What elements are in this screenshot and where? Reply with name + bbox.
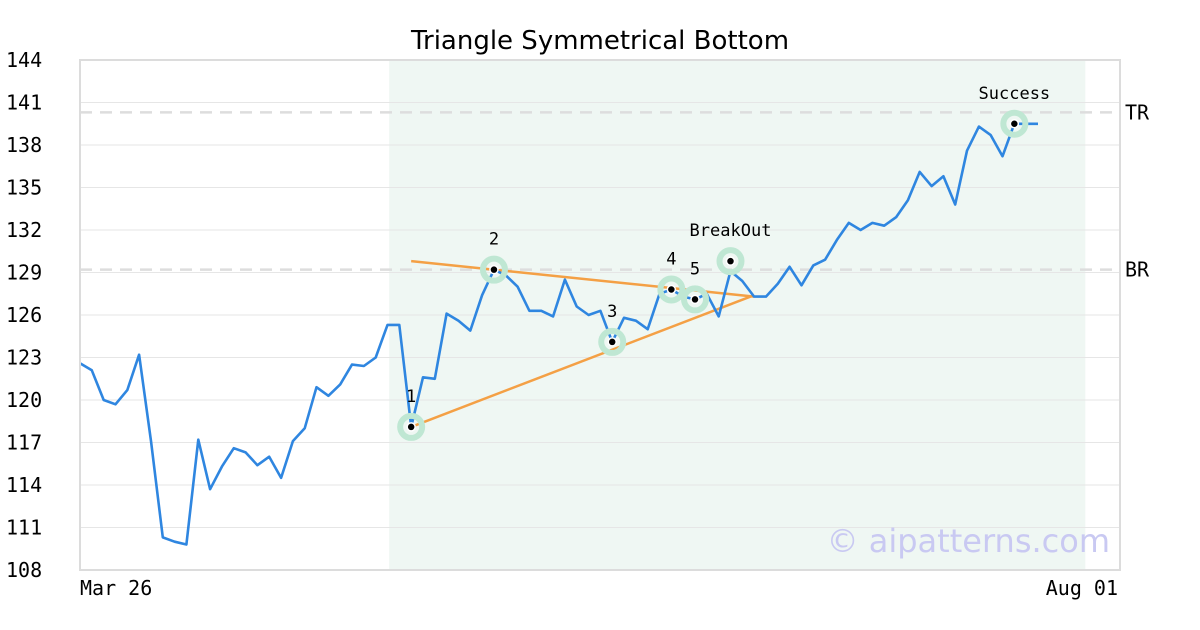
y-tick-label: 132 (6, 218, 42, 242)
x-tick-label: Mar 26 (80, 576, 152, 600)
pattern-label-3: 3 (607, 302, 617, 322)
y-tick-label: 108 (6, 558, 42, 582)
y-tick-label: 117 (6, 431, 42, 455)
pattern-point-halo-breakout (716, 247, 745, 276)
y-tick-label: 126 (6, 303, 42, 327)
y-tick-label: 120 (6, 388, 42, 412)
reference-label-br: BR (1125, 258, 1150, 282)
pattern-point-halo-2 (479, 255, 508, 284)
pattern-label-success: Success (979, 84, 1051, 104)
y-tick-label: 129 (6, 261, 42, 285)
pattern-point-5 (690, 294, 700, 305)
y-tick-label: 111 (6, 516, 42, 540)
pattern-point-halo-success (1000, 109, 1029, 138)
pattern-label-1: 1 (406, 387, 416, 407)
chart-title: Triangle Symmetrical Bottom (410, 26, 789, 56)
pattern-point-3 (607, 337, 617, 347)
pattern-label-5: 5 (690, 259, 700, 279)
pattern-point-4 (666, 284, 677, 295)
y-tick-label: 135 (6, 176, 42, 200)
pattern-point-success (1009, 119, 1020, 129)
pattern-point-halo-4 (657, 275, 686, 304)
pattern-point-2 (489, 264, 499, 275)
pattern-label-4: 4 (666, 250, 676, 270)
pattern-point-halo-3 (598, 327, 627, 356)
y-tick-label: 114 (6, 473, 42, 497)
pattern-label-breakout: BreakOut (690, 221, 772, 241)
y-tick-label: 144 (6, 48, 42, 72)
y-tick-label: 141 (6, 91, 42, 115)
price-line (79, 122, 1038, 546)
x-tick-label: Aug 01 (1046, 576, 1118, 600)
y-tick-label: 123 (6, 346, 42, 370)
reference-label-tr: TR (1125, 100, 1150, 124)
watermark: © aipatterns.com (827, 522, 1110, 560)
y-tick-label: 138 (6, 133, 42, 157)
pattern-point-breakout (725, 256, 736, 266)
trendline-lower (410, 293, 755, 429)
plot-frame (79, 59, 1121, 571)
pattern-label-2: 2 (489, 230, 499, 250)
pattern-point-1 (406, 422, 416, 432)
pattern-point-halo-5 (681, 285, 710, 314)
pattern-point-halo-1 (397, 412, 426, 441)
